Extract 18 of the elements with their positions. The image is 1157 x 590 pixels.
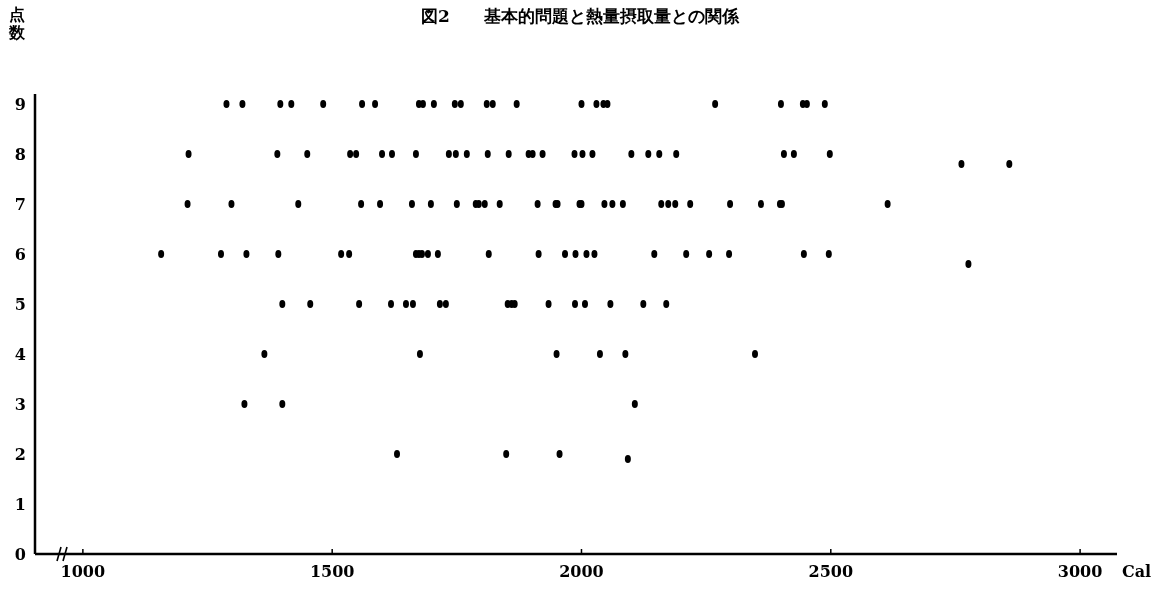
y-tick-label: 9 [14,95,26,114]
y-tick-label: 8 [14,145,26,164]
x-tick-label: 1500 [309,562,355,581]
y-tick-label: 0 [14,545,26,564]
y-tick-label: 1 [14,495,26,514]
x-tick-label: 1000 [60,562,106,581]
chart-title: 図2 基本的問題と熱量摂取量との関係 [421,6,740,26]
y-tick-label: 3 [14,395,26,414]
y-tick-label: 6 [14,245,26,264]
y-tick-label: 7 [14,195,26,214]
x-axis-title: Cal [1122,562,1152,581]
x-tick-label: 2500 [808,562,854,581]
x-tick-label: 3000 [1057,562,1103,581]
x-tick-label: 2000 [559,562,604,581]
y-tick-label: 5 [14,295,26,314]
y-tick-label: 4 [14,345,26,364]
y-axis-title: 点数 [8,5,26,42]
y-tick-label: 2 [14,445,26,464]
